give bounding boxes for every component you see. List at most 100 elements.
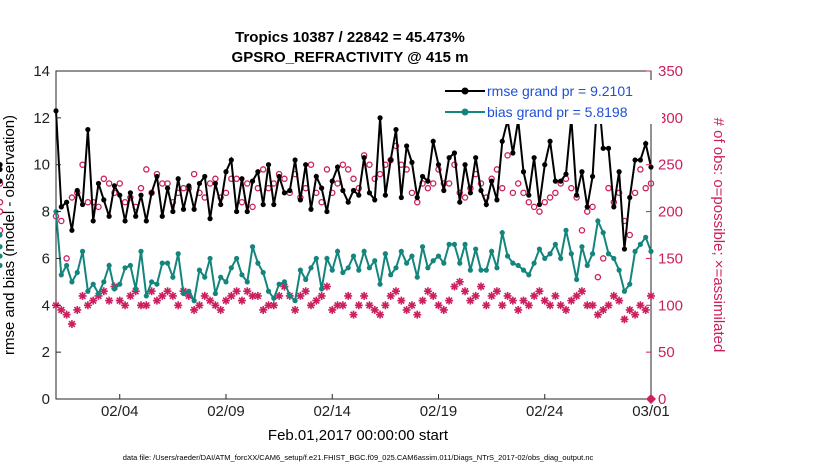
rmse-point <box>542 162 548 168</box>
bias-point <box>159 260 165 266</box>
y-tick-label: 0 <box>42 391 50 408</box>
obs-possible-point <box>546 194 554 201</box>
tick-layer: 0 2 4 6 8 10 12 14 0 50 100 150 200 250 300 350 02/04 02/… <box>33 63 683 420</box>
bias-point <box>0 232 3 238</box>
rmse-point <box>143 218 149 224</box>
bias-point <box>244 279 250 285</box>
rmse-point <box>0 166 3 172</box>
rmse-point <box>605 145 612 151</box>
obs-possible-point <box>589 203 596 211</box>
rmse-point <box>457 199 463 205</box>
bias-point <box>643 234 649 240</box>
legend-rmse-marker <box>461 87 469 95</box>
rmse-point <box>611 204 617 210</box>
bias-point <box>265 288 272 294</box>
x-tick-label: 03/01 <box>632 403 670 420</box>
bias-point <box>435 253 442 259</box>
obs-assimilated-point <box>423 287 432 296</box>
y2-tick-label: 300 <box>658 110 683 127</box>
bias-point <box>164 260 171 266</box>
legend-rmse-label: rmse grand pr = 9.2101 <box>487 83 633 99</box>
y-tick-label: 6 <box>42 250 50 267</box>
bias-point <box>430 258 436 264</box>
y-tick-label: 14 <box>33 63 50 80</box>
bias-point <box>457 260 463 266</box>
rmse-point <box>404 143 410 149</box>
obs-assimilated-point <box>163 287 172 296</box>
rmse-point <box>239 176 245 182</box>
obs-possible-point <box>541 198 549 206</box>
rmse-point <box>499 138 505 144</box>
chart-subtitle: GPSRO_REFRACTIVITY @ 415 m <box>232 49 469 66</box>
bias-point <box>398 248 404 254</box>
bias-point <box>520 267 527 273</box>
obs-assimilated-point <box>551 291 560 300</box>
rmse-point <box>122 218 128 224</box>
rmse-point <box>430 138 436 144</box>
obs-possible-point <box>143 166 150 173</box>
rmse-point <box>111 183 118 189</box>
rmse-point <box>621 246 628 252</box>
obs-assimilated-point <box>78 291 87 300</box>
bias-point <box>95 290 102 297</box>
rmse-point <box>388 157 394 163</box>
legend-bias-marker <box>461 108 469 116</box>
y-tick-label: 12 <box>33 110 50 127</box>
rmse-point <box>632 157 638 163</box>
obs-assimilated-point <box>195 301 204 310</box>
obs-assimilated-point <box>137 301 145 310</box>
obs-assimilated-point <box>184 291 193 300</box>
rmse-point <box>435 162 442 168</box>
obs-assimilated-point <box>243 287 252 296</box>
rmse-point <box>0 162 3 168</box>
obs-assimilated-point <box>429 291 438 300</box>
obs-possible-point <box>514 180 522 187</box>
obs-possible-point <box>631 189 639 197</box>
bias-point <box>117 281 123 287</box>
rmse-point <box>292 157 298 163</box>
rmse-point <box>202 173 208 180</box>
obs-assimilated-point <box>328 305 337 314</box>
bias-point <box>441 260 447 266</box>
obs-assimilated-point <box>365 301 374 310</box>
obs-assimilated-point <box>477 282 485 291</box>
bias-point <box>170 274 176 280</box>
obs-possible-point <box>164 180 171 187</box>
obs-assimilated-point <box>126 291 135 300</box>
obs-assimilated-point <box>540 296 549 305</box>
obs-assimilated-point <box>492 287 501 296</box>
obs-possible-point <box>0 180 4 187</box>
obs-assimilated-point <box>259 305 268 314</box>
obs-possible-point <box>339 161 347 168</box>
obs-assimilated-point <box>647 291 655 300</box>
obs-assimilated-point <box>216 305 225 314</box>
rmse-point <box>164 185 171 191</box>
rmse-point <box>85 126 91 133</box>
obs-assimilated-point <box>312 296 321 305</box>
obs-assimilated-point <box>620 315 629 324</box>
rmse-point <box>446 155 452 161</box>
rmse-point <box>276 173 282 180</box>
rmse-point <box>64 199 70 205</box>
obs-assimilated-point <box>360 291 369 300</box>
bias-point <box>419 244 426 250</box>
obs-assimilated-point <box>641 305 650 314</box>
obs-assimilated-point <box>62 310 71 319</box>
obs-possible-point <box>233 175 240 183</box>
bias-point <box>239 272 245 278</box>
rmse-point <box>329 178 335 184</box>
obs-assimilated-point <box>291 305 300 314</box>
bias-point <box>281 279 288 285</box>
obs-assimilated-point <box>232 287 241 296</box>
rmse-point <box>637 157 643 163</box>
obs-assimilated-point <box>572 291 581 300</box>
rmse-point <box>350 187 357 194</box>
rmse-point <box>467 190 473 196</box>
obs-possible-point <box>376 170 384 178</box>
obs-possible-point <box>265 184 272 192</box>
rmse-point <box>579 169 585 175</box>
rmse-point <box>117 192 123 198</box>
obs-possible-point <box>371 175 378 183</box>
bias-point <box>212 290 218 297</box>
obs-assimilated-point <box>482 301 491 310</box>
